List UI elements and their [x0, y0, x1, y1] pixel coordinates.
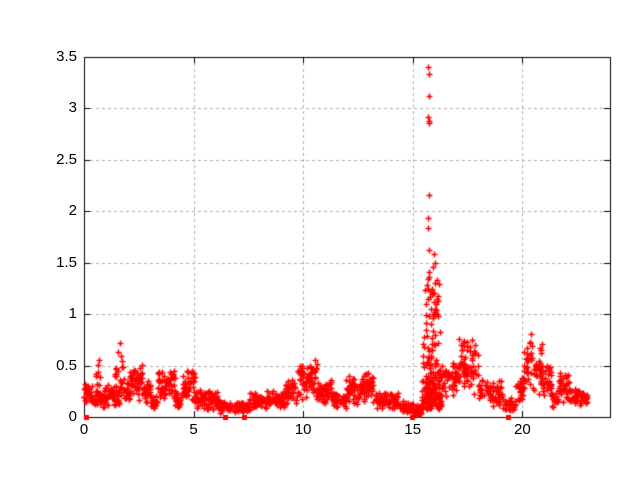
x-tick-label: 20: [513, 421, 531, 438]
x-tick-label: 15: [404, 421, 422, 438]
y-tick-label: 3.5: [56, 48, 77, 65]
y-tick-label: 2: [68, 202, 77, 220]
y-tick-label: 1: [68, 305, 77, 323]
y-tick-label: 3: [68, 99, 77, 117]
y-tick-label: 1.5: [56, 253, 77, 271]
x-tick-label: 5: [189, 421, 198, 438]
x-tick-label: 10: [294, 421, 312, 438]
y-tick-label: 2.5: [56, 150, 77, 168]
x-tick-label: 0: [79, 421, 89, 438]
y-tick-label: 0: [68, 408, 77, 425]
y-tick-label: 0.5: [56, 356, 77, 374]
